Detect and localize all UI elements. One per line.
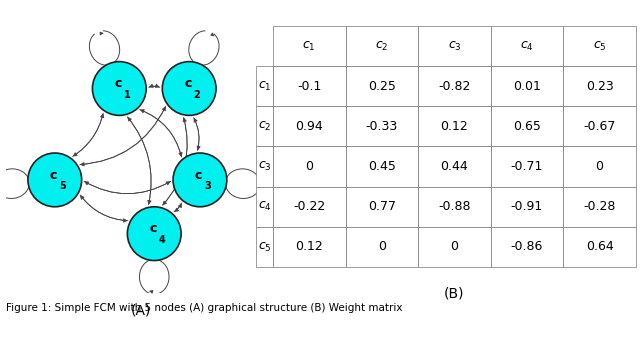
Circle shape (173, 153, 227, 207)
Text: Figure 1: Simple FCM with 5 nodes (A) graphical structure (B) Weight matrix: Figure 1: Simple FCM with 5 nodes (A) gr… (6, 303, 403, 313)
Circle shape (92, 62, 146, 115)
Text: $\mathbf{c}$: $\mathbf{c}$ (148, 222, 157, 235)
Circle shape (28, 153, 82, 207)
Text: (B): (B) (444, 286, 465, 301)
Circle shape (163, 62, 216, 115)
Text: $\mathbf{4}$: $\mathbf{4}$ (158, 233, 166, 245)
Text: $\mathbf{2}$: $\mathbf{2}$ (193, 88, 201, 100)
Text: $\mathbf{3}$: $\mathbf{3}$ (204, 179, 212, 191)
Text: $\mathbf{5}$: $\mathbf{5}$ (59, 179, 67, 191)
Circle shape (127, 207, 181, 261)
Text: $\mathbf{c}$: $\mathbf{c}$ (195, 168, 203, 182)
Text: $\mathbf{c}$: $\mathbf{c}$ (49, 168, 58, 182)
Text: $\mathbf{c}$: $\mathbf{c}$ (114, 77, 122, 90)
Text: $\mathbf{1}$: $\mathbf{1}$ (124, 88, 131, 100)
Text: (A): (A) (131, 304, 151, 317)
Text: $\mathbf{c}$: $\mathbf{c}$ (184, 77, 192, 90)
